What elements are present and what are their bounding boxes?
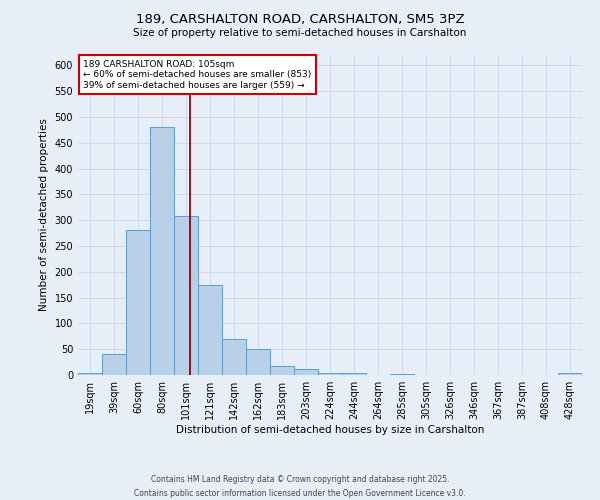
Text: 189, CARSHALTON ROAD, CARSHALTON, SM5 3PZ: 189, CARSHALTON ROAD, CARSHALTON, SM5 3P… <box>136 12 464 26</box>
Bar <box>559 374 581 375</box>
Bar <box>247 349 269 375</box>
Text: 189 CARSHALTON ROAD: 105sqm
← 60% of semi-detached houses are smaller (853)
39% : 189 CARSHALTON ROAD: 105sqm ← 60% of sem… <box>83 60 311 90</box>
Bar <box>79 374 101 375</box>
Bar <box>175 216 197 375</box>
Y-axis label: Number of semi-detached properties: Number of semi-detached properties <box>39 118 49 312</box>
X-axis label: Distribution of semi-detached houses by size in Carshalton: Distribution of semi-detached houses by … <box>176 425 484 435</box>
Bar <box>223 339 245 375</box>
Bar <box>271 366 293 375</box>
Bar <box>319 374 341 375</box>
Bar <box>103 354 125 375</box>
Bar <box>151 128 173 375</box>
Text: Size of property relative to semi-detached houses in Carshalton: Size of property relative to semi-detach… <box>133 28 467 38</box>
Bar <box>391 374 413 375</box>
Bar <box>199 284 221 375</box>
Text: Contains HM Land Registry data © Crown copyright and database right 2025.
Contai: Contains HM Land Registry data © Crown c… <box>134 476 466 498</box>
Bar <box>127 230 149 375</box>
Bar <box>295 369 317 375</box>
Bar <box>343 374 365 375</box>
